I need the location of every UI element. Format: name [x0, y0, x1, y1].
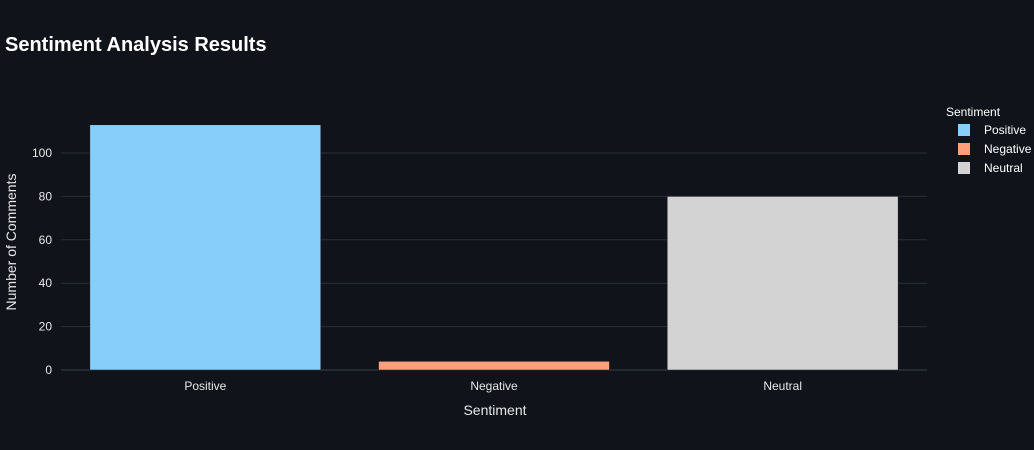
bar-positive[interactable]: [89, 124, 322, 371]
y-axis-ticks: 0 20 40 60 80 100: [32, 146, 52, 377]
x-tick-label: Negative: [470, 379, 518, 393]
y-tick-label: 20: [39, 320, 53, 334]
x-axis-ticks: Positive Negative Neutral: [184, 379, 802, 393]
legend-swatch: [958, 143, 970, 155]
y-tick-label: 40: [39, 276, 53, 290]
legend: Sentiment Positive Negative Neutral: [946, 105, 1032, 175]
y-tick-label: 60: [39, 233, 53, 247]
bars: [89, 124, 899, 371]
legend-label: Neutral: [984, 161, 1023, 175]
legend-label: Negative: [984, 142, 1032, 156]
bar-neutral[interactable]: [666, 196, 899, 371]
bar-negative[interactable]: [378, 361, 610, 371]
legend-swatch: [958, 162, 970, 174]
legend-label: Positive: [984, 123, 1026, 137]
legend-item-neutral[interactable]: Neutral: [958, 161, 1023, 175]
x-axis-label: Sentiment: [463, 402, 526, 418]
legend-item-negative[interactable]: Negative: [958, 142, 1032, 156]
y-axis-label: Number of Comments: [3, 174, 19, 311]
y-tick-label: 0: [45, 363, 52, 377]
legend-item-positive[interactable]: Positive: [958, 123, 1026, 137]
y-tick-label: 80: [39, 189, 53, 203]
y-tick-label: 100: [32, 146, 52, 160]
x-tick-label: Neutral: [763, 379, 802, 393]
legend-title: Sentiment: [946, 105, 1001, 119]
legend-items: Positive Negative Neutral: [958, 123, 1032, 175]
chart-title: Sentiment Analysis Results: [5, 34, 267, 56]
legend-swatch: [958, 124, 970, 136]
x-tick-label: Positive: [184, 379, 226, 393]
